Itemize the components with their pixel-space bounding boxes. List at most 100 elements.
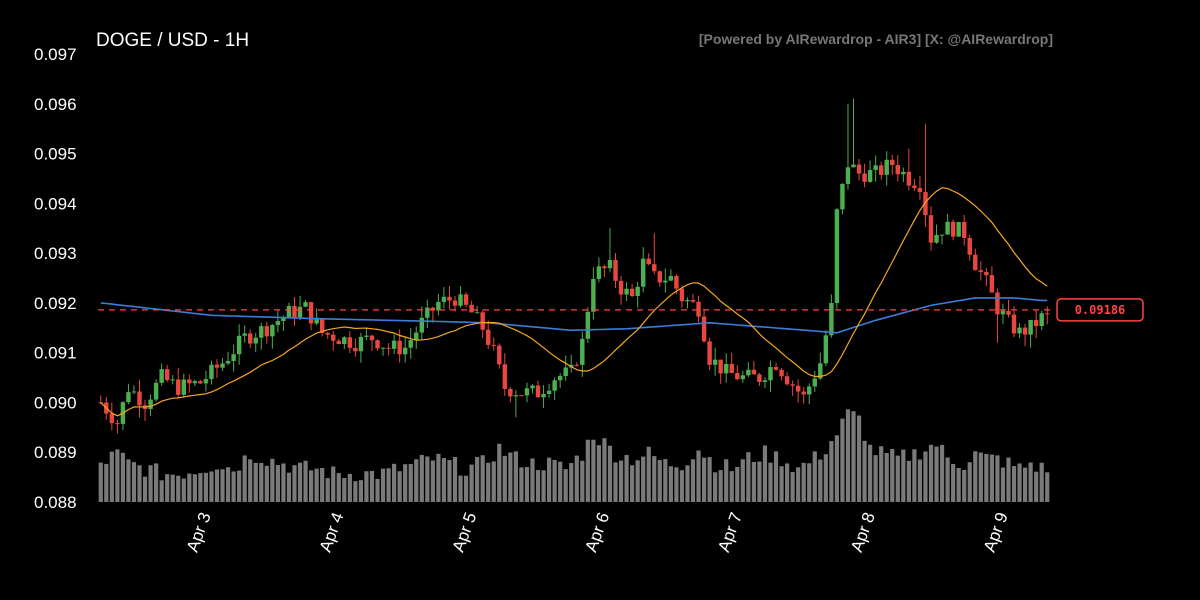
- volume-bar: [392, 463, 397, 502]
- volume-bar: [558, 461, 563, 502]
- volume-bar: [602, 438, 607, 502]
- candle: [580, 331, 585, 377]
- candle: [629, 283, 635, 298]
- candle: [707, 337, 712, 371]
- volume-bar: [414, 459, 419, 502]
- current-price-box: [1056, 298, 1144, 322]
- volume-bar: [812, 451, 817, 502]
- candle: [757, 372, 762, 387]
- y-tick-label: 0.088: [34, 493, 77, 512]
- volume-bar: [220, 469, 225, 502]
- candle: [834, 208, 840, 309]
- candle: [414, 326, 419, 349]
- candle: [391, 334, 397, 354]
- candle: [867, 160, 873, 183]
- volume-bar: [823, 454, 828, 502]
- candle: [773, 362, 779, 371]
- candle: [956, 221, 961, 237]
- candle: [663, 268, 668, 293]
- candle: [491, 337, 496, 351]
- volume-bar: [447, 460, 452, 502]
- candle: [452, 295, 458, 312]
- candle: [961, 214, 967, 246]
- volume-bar: [713, 472, 718, 502]
- candle: [447, 285, 452, 310]
- volume-bar: [718, 470, 723, 502]
- candle: [829, 294, 834, 338]
- volume-bar: [214, 469, 220, 502]
- volume-bar: [203, 472, 209, 502]
- candle: [458, 286, 463, 308]
- volume-bar: [641, 456, 646, 502]
- volume-bar: [917, 459, 923, 502]
- candle: [181, 373, 187, 398]
- volume-bar: [574, 455, 579, 502]
- volume-bar: [851, 411, 856, 502]
- candle: [187, 374, 192, 393]
- candle: [253, 332, 258, 353]
- volume-bar: [773, 451, 779, 502]
- x-tick-label: Apr 5: [449, 510, 481, 555]
- volume-bar: [873, 455, 878, 502]
- volume-bar: [646, 446, 651, 502]
- volume-bar: [652, 456, 657, 502]
- volume-bar: [331, 466, 336, 502]
- volume-bar: [126, 459, 131, 502]
- volume-bar: [441, 458, 447, 502]
- candle: [425, 299, 430, 329]
- y-tick-label: 0.097: [34, 45, 77, 64]
- candle: [851, 98, 856, 168]
- volume-bar: [508, 452, 513, 502]
- volume-bar: [735, 467, 740, 502]
- volume-bar: [989, 454, 994, 502]
- volume-bar: [419, 454, 424, 502]
- volume-bar: [430, 460, 435, 502]
- volume-bar: [408, 464, 413, 502]
- candle: [723, 353, 729, 383]
- volume-bar: [530, 458, 535, 502]
- candle: [563, 355, 568, 381]
- volume-bar: [890, 448, 895, 502]
- volume-bar: [198, 473, 203, 502]
- candle: [463, 292, 469, 308]
- y-tick-label: 0.090: [34, 393, 77, 412]
- y-tick-label: 0.096: [34, 95, 77, 114]
- volume-bar: [934, 446, 939, 502]
- volume-bar: [170, 474, 175, 502]
- x-tick-label: Apr 3: [183, 510, 215, 555]
- candle: [353, 338, 358, 357]
- volume-bar: [364, 471, 369, 502]
- volume-bar: [939, 444, 945, 502]
- candle: [878, 161, 884, 180]
- volume-bar: [630, 465, 635, 502]
- y-tick-label: 0.092: [34, 294, 77, 313]
- volume-bar: [784, 463, 790, 502]
- chart-title: DOGE / USD - 1H: [96, 30, 249, 51]
- candle: [890, 154, 895, 175]
- volume-bar: [696, 450, 701, 502]
- candle: [485, 320, 491, 349]
- candle: [198, 379, 203, 384]
- candle: [862, 163, 867, 188]
- candle: [735, 365, 740, 380]
- candle: [762, 377, 768, 389]
- candle: [840, 183, 845, 215]
- volume-bar: [679, 470, 685, 502]
- candle: [342, 336, 347, 350]
- volume-bar: [452, 456, 458, 502]
- candle: [596, 257, 602, 283]
- volume-bar: [840, 418, 845, 502]
- candle: [657, 270, 663, 287]
- candle: [142, 399, 148, 421]
- candle: [618, 276, 624, 305]
- candle: [242, 325, 247, 343]
- candle: [192, 379, 198, 387]
- volume-bar: [375, 478, 380, 502]
- candle: [347, 331, 353, 354]
- candle: [1006, 299, 1011, 318]
- candle: [978, 261, 984, 281]
- volume-bar: [845, 409, 851, 502]
- volume-bar: [1006, 457, 1011, 502]
- candle: [812, 370, 817, 392]
- candle: [685, 297, 690, 309]
